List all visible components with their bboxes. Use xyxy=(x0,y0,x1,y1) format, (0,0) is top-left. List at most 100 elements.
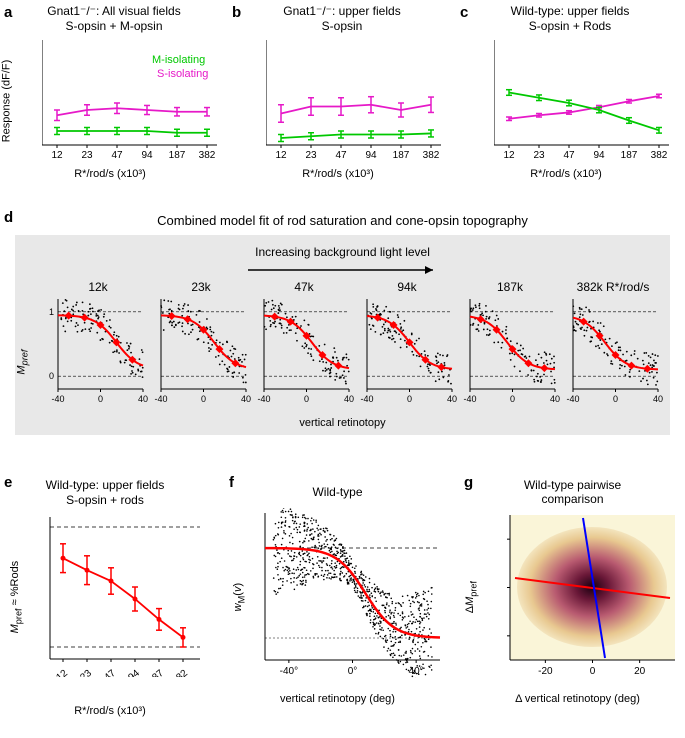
svg-text:12: 12 xyxy=(275,150,287,161)
panel-e-xlabel: R*/rod/s (x10³) xyxy=(30,705,190,717)
svg-text:47: 47 xyxy=(102,668,118,677)
panel-g-title: Wild-type pairwisecomparison xyxy=(460,478,685,507)
svg-text:47: 47 xyxy=(111,150,123,161)
svg-text:47: 47 xyxy=(563,150,575,161)
svg-text:0: 0 xyxy=(49,371,54,381)
svg-text:187: 187 xyxy=(146,668,166,677)
svg-text:-40: -40 xyxy=(463,394,476,404)
panel-d-xlabel: vertical retinotopy xyxy=(0,417,685,429)
svg-text:-20: -20 xyxy=(538,666,553,677)
svg-text:40: 40 xyxy=(241,394,251,404)
panel-f-xlabel: vertical retinotopy (deg) xyxy=(245,693,430,705)
svg-text:0: 0 xyxy=(304,394,309,404)
panel-d-maintitle: Combined model fit of rod saturation and… xyxy=(0,213,685,229)
panel-f: f Wild-type wM(v) 1 0 -40°0°40° vertical… xyxy=(225,470,450,730)
legend-s: S-isolating xyxy=(157,68,208,80)
panel-c-xlabel: R*/rod/s (x10³) xyxy=(476,168,656,180)
panel-b-chart: 00.10.20.3 12234794187382 xyxy=(266,35,446,165)
svg-text:47k: 47k xyxy=(294,280,314,294)
svg-text:0°: 0° xyxy=(348,666,358,677)
svg-text:12: 12 xyxy=(54,668,70,677)
svg-text:-40: -40 xyxy=(360,394,373,404)
panel-g-xlabel: Δ vertical retinotopy (deg) xyxy=(490,693,665,705)
svg-text:94: 94 xyxy=(365,150,377,161)
svg-text:1: 1 xyxy=(49,307,54,317)
panel-d-subchart-0: 12k -40 0 40 1 0 xyxy=(48,279,148,414)
panel-d-subchart-1: 23k -40 0 40 xyxy=(151,279,251,414)
svg-text:187: 187 xyxy=(621,150,638,161)
svg-text:187: 187 xyxy=(393,150,410,161)
svg-text:40: 40 xyxy=(447,394,457,404)
panel-d-subchart-3: 94k -40 0 40 xyxy=(357,279,457,414)
svg-text:40: 40 xyxy=(344,394,354,404)
panel-d-subchart-2: 47k -40 0 40 xyxy=(254,279,354,414)
svg-text:382: 382 xyxy=(651,150,668,161)
panel-g-chart: -0.400.4 -20020 xyxy=(505,510,680,680)
panel-a-title1: Gnat1⁻/⁻: All visual fields xyxy=(0,4,228,18)
svg-text:40: 40 xyxy=(138,394,148,404)
svg-text:94: 94 xyxy=(126,668,142,677)
panel-a-ylabel: Response (dF/F) xyxy=(0,60,12,143)
panel-e-title2: S-opsin + rods xyxy=(0,493,210,507)
panel-b: b Gnat1⁻/⁻: upper fields S-opsin 00.10.2… xyxy=(228,0,456,185)
svg-text:-40: -40 xyxy=(566,394,579,404)
svg-text:23: 23 xyxy=(81,150,93,161)
panel-d-subchart-4: 187k -40 0 40 xyxy=(460,279,560,414)
svg-text:0: 0 xyxy=(613,394,618,404)
panel-c-chart: 00.10.20.3 12234794187382 xyxy=(494,35,674,165)
svg-text:12: 12 xyxy=(503,150,515,161)
svg-text:382: 382 xyxy=(423,150,440,161)
svg-text:382: 382 xyxy=(199,150,216,161)
svg-text:0: 0 xyxy=(407,394,412,404)
svg-text:-40°: -40° xyxy=(280,666,298,677)
svg-text:382k R*/rod/s: 382k R*/rod/s xyxy=(577,280,650,294)
panel-b-title2: S-opsin xyxy=(228,19,456,33)
panel-a-chart: 00.10.20.3 12234794187382 M-isolating S-… xyxy=(42,35,222,165)
svg-text:12: 12 xyxy=(51,150,63,161)
panel-e: e Wild-type: upper fields S-opsin + rods… xyxy=(0,470,210,730)
svg-text:40: 40 xyxy=(550,394,560,404)
svg-text:12k: 12k xyxy=(88,280,108,294)
svg-text:187k: 187k xyxy=(497,280,524,294)
panel-g-ylabel: ΔMpref xyxy=(464,581,478,613)
panel-f-ylabel: wM(v) xyxy=(232,583,246,611)
panel-g: g Wild-type pairwisecomparison ΔMpref -0… xyxy=(460,470,685,730)
svg-text:23: 23 xyxy=(305,150,317,161)
svg-text:94k: 94k xyxy=(397,280,417,294)
panel-e-chart: 1 0 12234794187382 xyxy=(45,512,205,677)
panel-a-title2: S-opsin + M-opsin xyxy=(0,19,228,33)
svg-text:0: 0 xyxy=(98,394,103,404)
panel-e-ylabel: Mpref ≈ %Rods xyxy=(9,561,23,634)
panel-f-title: Wild-type xyxy=(225,485,450,499)
svg-text:94: 94 xyxy=(141,150,153,161)
panel-c: c Wild-type: upper fields S-opsin + Rods… xyxy=(456,0,684,185)
svg-text:0: 0 xyxy=(201,394,206,404)
panel-d-subchart-5: 382k R*/rod/s -40 0 40 xyxy=(563,279,663,414)
svg-text:-40: -40 xyxy=(51,394,64,404)
panel-d-arrowlabel: Increasing background light level xyxy=(0,245,685,259)
legend-m: M-isolating xyxy=(152,54,205,66)
panel-d-arrow xyxy=(243,260,443,280)
svg-text:382: 382 xyxy=(170,668,190,677)
svg-text:0: 0 xyxy=(590,666,596,677)
panel-c-title1: Wild-type: upper fields xyxy=(456,4,684,18)
panel-b-xlabel: R*/rod/s (x10³) xyxy=(248,168,428,180)
panel-d: d Combined model fit of rod saturation a… xyxy=(0,205,685,450)
svg-text:23k: 23k xyxy=(191,280,211,294)
svg-text:23: 23 xyxy=(78,668,94,677)
svg-text:23: 23 xyxy=(533,150,545,161)
panel-e-title1: Wild-type: upper fields xyxy=(0,478,210,492)
svg-text:-40: -40 xyxy=(154,394,167,404)
panel-f-chart: 1 0 -40°0°40° xyxy=(260,508,445,678)
svg-text:187: 187 xyxy=(169,150,186,161)
svg-text:94: 94 xyxy=(593,150,605,161)
svg-text:40: 40 xyxy=(653,394,663,404)
panel-a: a Gnat1⁻/⁻: All visual fields S-opsin + … xyxy=(0,0,228,185)
svg-text:20: 20 xyxy=(634,666,646,677)
panel-d-ylabel: Mpref xyxy=(15,350,29,375)
svg-text:0: 0 xyxy=(510,394,515,404)
svg-text:40°: 40° xyxy=(409,666,424,677)
panel-c-title2: S-opsin + Rods xyxy=(456,19,684,33)
svg-text:-40: -40 xyxy=(257,394,270,404)
panel-b-title1: Gnat1⁻/⁻: upper fields xyxy=(228,4,456,18)
